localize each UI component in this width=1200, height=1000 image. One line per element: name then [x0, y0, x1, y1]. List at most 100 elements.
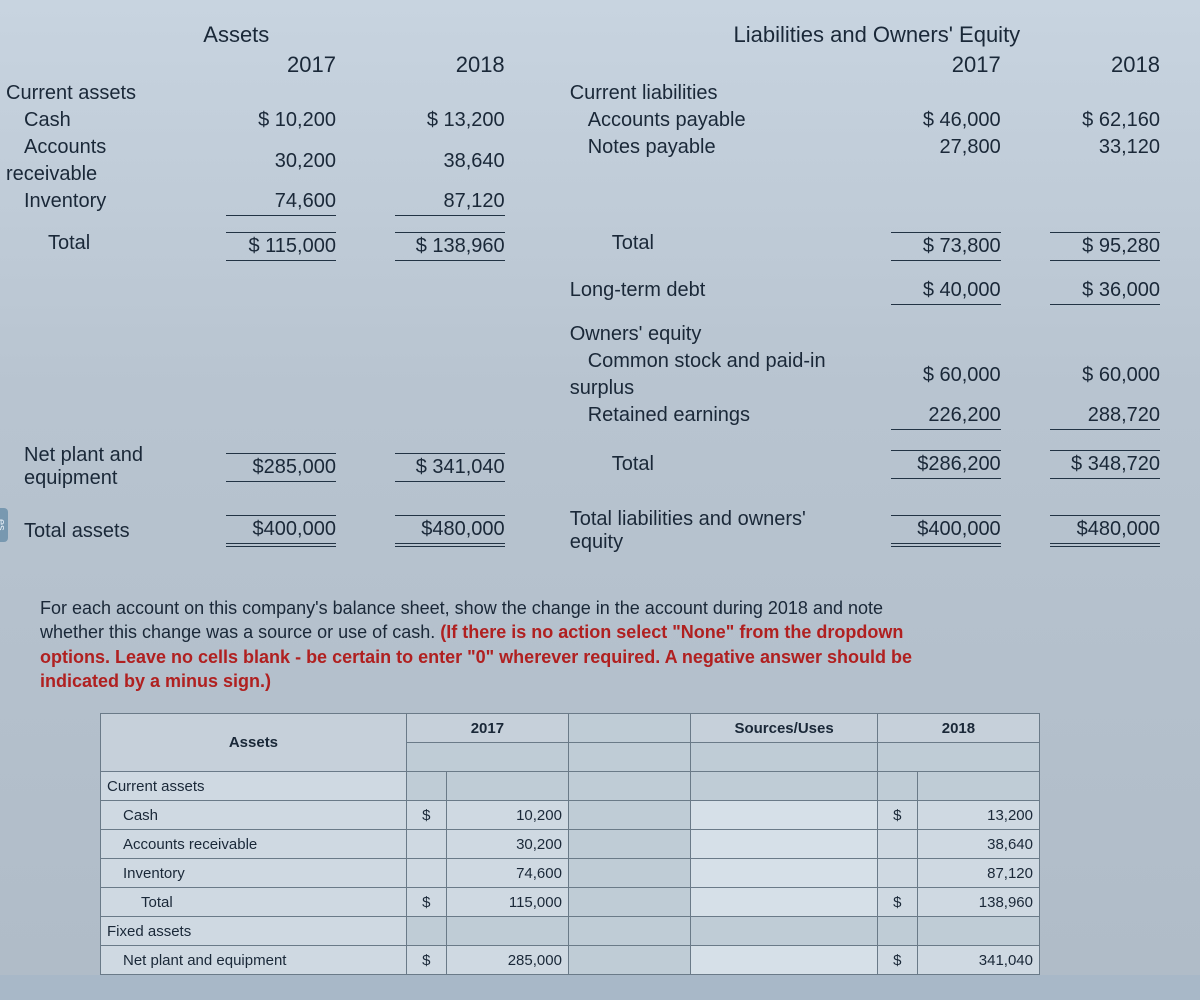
ans-npe-2017-val[interactable]: 285,000: [446, 946, 568, 975]
ans-2018-hdr: 2018: [877, 714, 1039, 743]
cs-2017: $ 60,000: [862, 348, 1031, 402]
assets-title: Assets: [197, 20, 366, 50]
instructions: For each account on this company's balan…: [40, 596, 920, 693]
ans-ar-2017-val[interactable]: 30,200: [446, 830, 568, 859]
liab-total-label: Total: [564, 230, 862, 263]
ans-ar-label: Accounts receivable: [101, 830, 407, 859]
ltd-2018: $ 36,000: [1031, 277, 1190, 307]
ta-2018: $480,000: [366, 506, 535, 556]
cash-label: Cash: [0, 107, 197, 134]
ans-sources-hdr: Sources/Uses: [691, 714, 878, 743]
ap-2017: $ 46,000: [862, 107, 1031, 134]
ans-npe-change[interactable]: [568, 946, 690, 975]
ans-npe-src[interactable]: [691, 946, 878, 975]
np-2018: 33,120: [1031, 134, 1190, 188]
assets-total-2017: $ 115,000: [197, 230, 366, 263]
ans-row-total[interactable]: Total $ 115,000 $ 138,960: [101, 888, 1040, 917]
assets-2018-hdr: 2018: [366, 50, 535, 80]
ans-tot-2017-cur: $: [406, 888, 446, 917]
cs-label-1: Common stock and paid-in: [564, 348, 862, 375]
ans-npe-2018-val[interactable]: 341,040: [917, 946, 1039, 975]
liab-title: Liabilities and Owners' Equity: [564, 20, 1190, 50]
npe-label: Net plant andequipment: [0, 442, 197, 492]
cash-2017: $ 10,200: [197, 107, 366, 134]
ans-row-current-assets: Current assets: [101, 772, 1040, 801]
np-label: Notes payable: [564, 134, 862, 188]
liab-2018-hdr: 2018: [1031, 50, 1190, 80]
ans-ca-label: Current assets: [101, 772, 407, 801]
ltd-2017: $ 40,000: [862, 277, 1031, 307]
ans-inv-2018-val[interactable]: 87,120: [917, 859, 1039, 888]
balance-sheet-page: es Assets Liabilities and Owners' Equity…: [0, 0, 1200, 975]
current-assets-label: Current assets: [0, 80, 197, 107]
ans-row-cash[interactable]: Cash $ 10,200 $ 13,200: [101, 801, 1040, 830]
ta-label: Total assets: [0, 506, 197, 556]
ar-2017: 30,200: [197, 134, 366, 188]
ar-label-1: Accounts: [0, 134, 197, 161]
ans-cash-2018-cur: $: [877, 801, 917, 830]
ans-tot-label: Total: [101, 888, 407, 917]
ans-row-inv[interactable]: Inventory 74,600 87,120: [101, 859, 1040, 888]
liab-total-2017: $ 73,800: [862, 230, 1031, 263]
ans-npe-label: Net plant and equipment: [101, 946, 407, 975]
ans-inv-label: Inventory: [101, 859, 407, 888]
ans-inv-2017-val[interactable]: 74,600: [446, 859, 568, 888]
answer-table-wrap: Assets 2017 Sources/Uses 2018 Current as…: [100, 713, 1040, 975]
cash-2018: $ 13,200: [366, 107, 535, 134]
inv-2017: 74,600: [197, 188, 366, 218]
liab-total-2018: $ 95,280: [1031, 230, 1190, 263]
np-2017: 27,800: [862, 134, 1031, 188]
ans-row-fixed-assets: Fixed assets: [101, 917, 1040, 946]
ans-tot-change[interactable]: [568, 888, 690, 917]
re-2018: 288,720: [1031, 402, 1190, 432]
cs-2018: $ 60,000: [1031, 348, 1190, 402]
oe-total-label: Total: [564, 442, 862, 487]
tloe-2018: $480,000: [1031, 506, 1190, 556]
ans-cash-2017-cur: $: [406, 801, 446, 830]
answer-table: Assets 2017 Sources/Uses 2018 Current as…: [100, 713, 1040, 975]
cs-label-2: surplus: [564, 375, 862, 402]
ans-tot-2018-cur: $: [877, 888, 917, 917]
tloe-label: Total liabilities and owners'equity: [564, 506, 862, 556]
npe-2018: $ 341,040: [366, 442, 535, 492]
ans-blank-hdr: [568, 714, 690, 743]
ans-cash-change[interactable]: [568, 801, 690, 830]
ar-2018: 38,640: [366, 134, 535, 188]
ans-tot-2017-val[interactable]: 115,000: [446, 888, 568, 917]
ans-cash-src[interactable]: [691, 801, 878, 830]
assets-total-label: Total: [0, 230, 197, 263]
current-liab-label: Current liabilities: [564, 80, 862, 107]
ans-tot-src[interactable]: [691, 888, 878, 917]
ta-2017: $400,000: [197, 506, 366, 556]
ar-label-2: receivable: [0, 161, 197, 188]
ans-npe-2017-cur: $: [406, 946, 446, 975]
ans-cash-label: Cash: [101, 801, 407, 830]
ans-inv-change[interactable]: [568, 859, 690, 888]
ans-cash-2018-val[interactable]: 13,200: [917, 801, 1039, 830]
ans-inv-src[interactable]: [691, 859, 878, 888]
inv-label: Inventory: [0, 188, 197, 218]
assets-total-2018: $ 138,960: [366, 230, 535, 263]
assets-2017-hdr: 2017: [197, 50, 366, 80]
npe-2017: $285,000: [197, 442, 366, 492]
re-label: Retained earnings: [564, 402, 862, 432]
oe-total-2017: $286,200: [862, 442, 1031, 487]
ans-cash-2017-val[interactable]: 10,200: [446, 801, 568, 830]
oe-total-2018: $ 348,720: [1031, 442, 1190, 487]
side-tab[interactable]: es: [0, 508, 8, 542]
ans-tot-2018-val[interactable]: 138,960: [917, 888, 1039, 917]
oe-label: Owners' equity: [564, 321, 862, 348]
ap-label: Accounts payable: [564, 107, 862, 134]
ans-ar-src[interactable]: [691, 830, 878, 859]
ans-fa-label: Fixed assets: [101, 917, 407, 946]
ans-ar-2018-val[interactable]: 38,640: [917, 830, 1039, 859]
balance-sheet-table: Assets Liabilities and Owners' Equity 20…: [0, 20, 1190, 556]
ans-2017-hdr: 2017: [406, 714, 568, 743]
re-2017: 226,200: [862, 402, 1031, 432]
ans-row-ar[interactable]: Accounts receivable 30,200 38,640: [101, 830, 1040, 859]
liab-2017-hdr: 2017: [862, 50, 1031, 80]
tloe-2017: $400,000: [862, 506, 1031, 556]
ltd-label: Long-term debt: [564, 277, 862, 307]
ans-row-npe[interactable]: Net plant and equipment $ 285,000 $ 341,…: [101, 946, 1040, 975]
ans-ar-change[interactable]: [568, 830, 690, 859]
